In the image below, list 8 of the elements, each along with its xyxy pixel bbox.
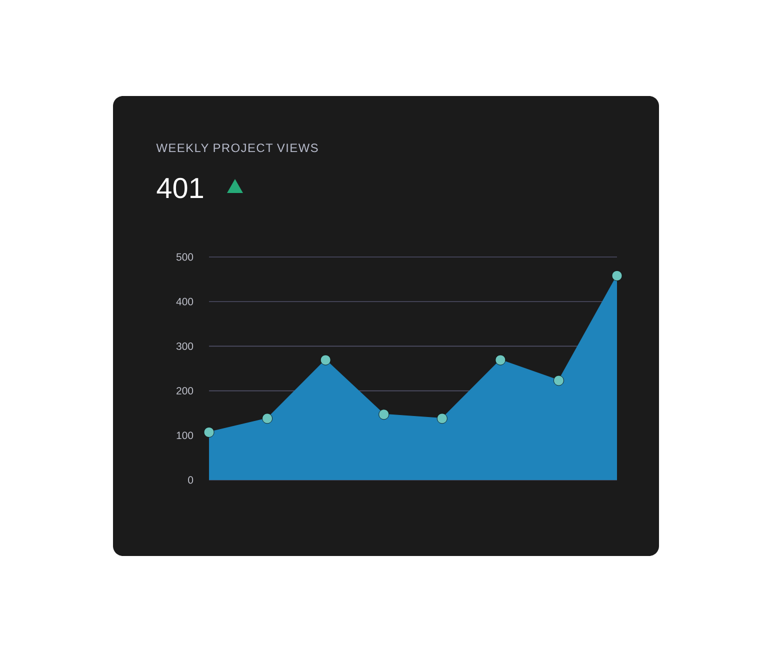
y-tick-label: 300: [176, 342, 194, 350]
y-tick-label: 0: [188, 476, 194, 484]
chart-title: WEEKLY PROJECT VIEWS: [156, 144, 318, 152]
y-tick-label: 200: [176, 387, 194, 394]
y-tick-label: 400: [176, 298, 194, 306]
y-tick-label: 100: [176, 432, 194, 440]
y-tick-label: 500: [176, 253, 194, 261]
chart-subtitle: 401: [156, 178, 203, 198]
